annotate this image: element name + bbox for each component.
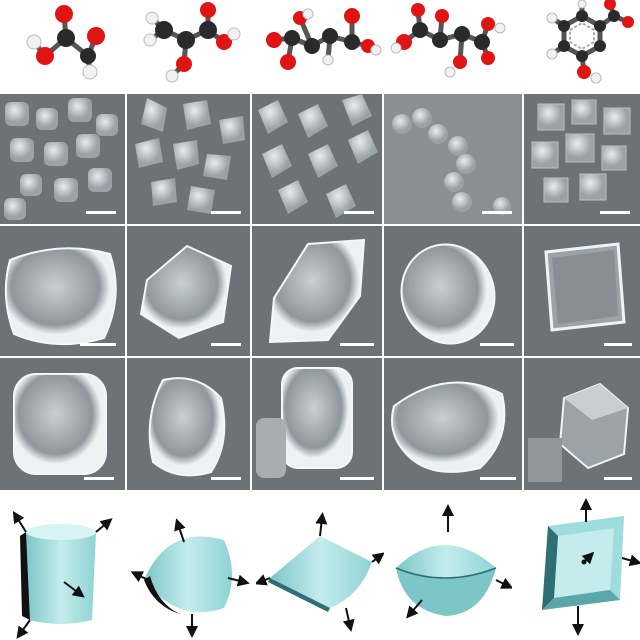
- molecule-icon-1: [0, 0, 128, 92]
- sem-image-col4-row3: [384, 358, 522, 490]
- scale-bar: [482, 211, 512, 214]
- scale-bar: [600, 211, 630, 214]
- sem-image-col5-row2: [524, 226, 640, 356]
- sem-image-col5-row3: [524, 358, 640, 490]
- scale-bar: [211, 477, 241, 480]
- scale-bar: [340, 477, 374, 480]
- molecule-row: [0, 0, 640, 92]
- scale-bar: [211, 343, 241, 346]
- sem-image-col3-row1: [252, 94, 382, 224]
- scale-bar: [211, 211, 241, 214]
- sem-image-col4-row1: [384, 94, 522, 224]
- molecule-icon-3: [256, 0, 384, 92]
- sem-image-col5-row1: [524, 94, 640, 224]
- scale-bar: [340, 343, 374, 346]
- molecule-icon-5: [512, 0, 640, 92]
- scale-bar: [84, 477, 114, 480]
- scale-bar: [86, 211, 116, 214]
- molecule-icon-2: [128, 0, 256, 92]
- scale-bar: [480, 343, 514, 346]
- sem-image-col2-row1: [127, 94, 250, 224]
- crystal-model-5: [512, 496, 640, 640]
- sem-image-col4-row2: [384, 226, 522, 356]
- crystal-model-2: [128, 496, 256, 640]
- sem-image-col2-row3: [127, 358, 250, 490]
- crystal-model-3: [256, 496, 384, 640]
- crystal-model-row: [0, 496, 640, 640]
- scale-bar: [344, 211, 374, 214]
- sem-image-col3-row3: [252, 358, 382, 490]
- sem-image-col2-row2: [127, 226, 250, 356]
- sem-image-col1-row2: [0, 226, 125, 356]
- scale-bar: [480, 477, 516, 480]
- sem-row-low-mag: [0, 94, 640, 224]
- crystal-model-1: [0, 496, 128, 640]
- scale-bar: [80, 343, 116, 346]
- sem-row-mid-mag: [0, 226, 640, 356]
- sem-image-col1-row1: [0, 94, 125, 224]
- sem-image-col1-row3: [0, 358, 125, 490]
- sem-row-high-mag: [0, 358, 640, 490]
- molecule-icon-4: [384, 0, 512, 92]
- sem-image-col3-row2: [252, 226, 382, 356]
- scale-bar: [604, 343, 632, 346]
- scale-bar: [604, 477, 632, 480]
- crystal-model-4: [384, 496, 512, 640]
